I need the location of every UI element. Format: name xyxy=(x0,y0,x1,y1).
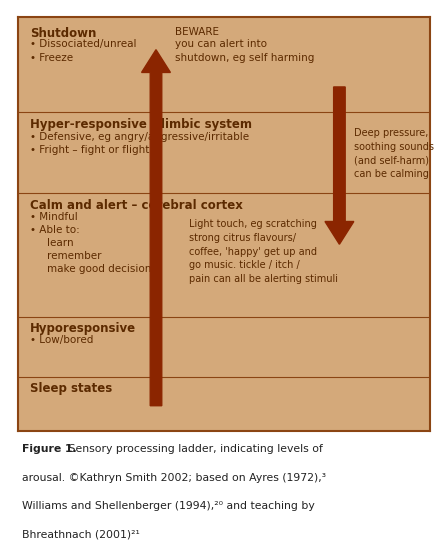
Text: Sleep states: Sleep states xyxy=(30,382,112,395)
Text: learn: learn xyxy=(47,238,73,248)
Text: Williams and Shellenberger (1994),²⁰ and teaching by: Williams and Shellenberger (1994),²⁰ and… xyxy=(22,501,315,511)
Text: • Freeze: • Freeze xyxy=(30,53,73,63)
Text: Sensory processing ladder, indicating levels of: Sensory processing ladder, indicating le… xyxy=(65,444,323,454)
Text: remember: remember xyxy=(47,251,101,261)
Text: Shutdown: Shutdown xyxy=(30,27,97,40)
Text: BEWARE: BEWARE xyxy=(175,27,219,37)
Text: Calm and alert – cerebral cortex: Calm and alert – cerebral cortex xyxy=(30,199,243,212)
Text: you can alert into: you can alert into xyxy=(175,39,267,49)
Text: • Able to:: • Able to: xyxy=(30,225,80,235)
Text: Light touch, eg scratching
strong citrus flavours/
coffee, 'happy' get up and
go: Light touch, eg scratching strong citrus… xyxy=(189,220,338,284)
Text: • Mindful: • Mindful xyxy=(30,213,78,222)
Text: make good decisions: make good decisions xyxy=(47,264,157,274)
FancyArrow shape xyxy=(142,50,170,406)
Text: Figure 1.: Figure 1. xyxy=(22,444,77,454)
Text: Deep pressure,
soothing sounds
(and self-harm)
can be calming: Deep pressure, soothing sounds (and self… xyxy=(354,129,434,179)
Text: shutdown, eg self harming: shutdown, eg self harming xyxy=(175,53,314,63)
FancyArrow shape xyxy=(325,87,354,245)
Text: • Low/bored: • Low/bored xyxy=(30,336,94,346)
Text: Hyporesponsive: Hyporesponsive xyxy=(30,322,136,335)
Text: • Defensive, eg angry/aggressive/irritable: • Defensive, eg angry/aggressive/irritab… xyxy=(30,132,250,142)
Text: • Fright – fight or flight: • Fright – fight or flight xyxy=(30,145,150,155)
Text: • Dissociated/unreal: • Dissociated/unreal xyxy=(30,39,137,49)
Text: Bhreathnach (2001)²¹: Bhreathnach (2001)²¹ xyxy=(22,530,140,540)
Text: arousal. ©Kathryn Smith 2002; based on Ayres (1972),³: arousal. ©Kathryn Smith 2002; based on A… xyxy=(22,473,326,482)
Text: Hyper-responsive – limbic system: Hyper-responsive – limbic system xyxy=(30,118,252,131)
